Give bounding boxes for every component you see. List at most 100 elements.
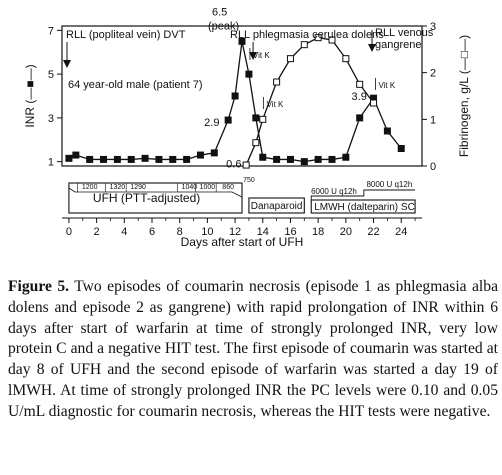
data-point-fibrinogen xyxy=(314,34,322,42)
annotation-layer: 2.9 6.5 (peak) 0.6 3.9 RLL (popliteal vein) D… xyxy=(63,6,434,170)
data-point-fibrinogen xyxy=(300,41,308,49)
lmwh-label: LMWH (dalteparin) SC xyxy=(314,202,415,213)
point-label: (peak) xyxy=(208,20,239,32)
danaparoid-box xyxy=(248,197,305,214)
data-point-inr xyxy=(286,155,294,163)
data-point-inr xyxy=(383,127,391,135)
left-tick-label: 1 xyxy=(48,157,54,169)
data-point-inr xyxy=(238,37,246,45)
annotation-patient: 64 year-old male (patient 7) xyxy=(68,79,203,91)
series-layer xyxy=(65,34,405,169)
data-point-inr xyxy=(100,155,108,163)
left-tick-label: 5 xyxy=(48,69,54,81)
x-tick-label: 0 xyxy=(66,226,72,238)
data-point-fibrinogen xyxy=(328,36,336,44)
x-tick-label: 8 xyxy=(177,226,183,238)
point-label: 6.5 xyxy=(212,6,227,18)
x-axis-title: Days after start of UFH xyxy=(181,235,304,249)
axes: 1 3 5 7 0 1 2 3 INR (—■—) Fibrinogen, g/L (—□—) xyxy=(23,21,471,173)
point-label: 0.6 xyxy=(226,158,241,170)
plot-border xyxy=(61,25,423,167)
data-point-inr xyxy=(169,155,177,163)
data-point-inr xyxy=(273,155,281,163)
x-tick-label: 10 xyxy=(201,226,213,238)
data-point-inr xyxy=(72,151,80,159)
ufh-label: UFH (PTT-adjusted) xyxy=(93,191,200,205)
ufh-dose-line xyxy=(68,187,243,198)
data-point-inr xyxy=(113,155,121,163)
series-line-inr xyxy=(68,41,402,163)
x-tick-label: 14 xyxy=(257,226,269,238)
right-tick-label: 3 xyxy=(430,21,436,33)
ufh-dose-label: 860 xyxy=(222,184,234,191)
ufh-dose-label: 1040 xyxy=(182,184,198,191)
ufh-box xyxy=(68,182,243,214)
x-tick-label: 6 xyxy=(149,226,155,238)
lmwh-dose-line xyxy=(310,189,416,200)
data-point-fibrinogen xyxy=(356,80,364,88)
point-label: 3.9 xyxy=(352,91,367,103)
point-label: 2.9 xyxy=(204,117,219,129)
annotation-vitk: Vit K xyxy=(267,100,284,109)
x-tick-label: 12 xyxy=(229,226,241,238)
left-axis-title: INR (—■—) xyxy=(23,64,37,127)
ufh-dose-label: 1290 xyxy=(130,184,146,191)
lmwh-dose-label: 8000 U q12h xyxy=(366,180,412,189)
right-tick-label: 0 xyxy=(430,161,436,173)
x-tick-label: 2 xyxy=(94,226,100,238)
data-point-inr xyxy=(328,155,336,163)
right-axis-title: Fibrinogen, g/L (—□—) xyxy=(457,35,471,157)
data-point-inr xyxy=(245,70,253,78)
data-point-fibrinogen xyxy=(342,55,350,63)
arrowhead-dvt xyxy=(63,60,71,68)
annotation-phlegmasia: RLL phlegmasia cerulea dolens xyxy=(230,29,384,41)
x-tick-label: 18 xyxy=(312,226,324,238)
data-point-inr xyxy=(342,153,350,161)
annotation-dvt: RLL (popliteal vein) DVT xyxy=(66,29,186,41)
x-tick-label: 24 xyxy=(395,226,407,238)
data-point-inr xyxy=(65,154,73,162)
arrowhead-gangrene xyxy=(368,44,376,52)
x-tick-label: 22 xyxy=(367,226,379,238)
data-point-inr xyxy=(210,149,218,157)
ufh-dose-label: 1320 xyxy=(110,184,126,191)
data-point-fibrinogen xyxy=(370,99,378,107)
data-point-inr xyxy=(224,116,232,124)
data-point-inr xyxy=(252,114,260,122)
lmwh-box xyxy=(310,199,416,214)
data-point-inr xyxy=(196,151,204,159)
data-point-inr xyxy=(231,92,239,100)
x-tick-label: 16 xyxy=(284,226,296,238)
caption-label: Figure 5. xyxy=(8,278,70,295)
data-point-inr xyxy=(86,155,94,163)
data-point-fibrinogen xyxy=(273,78,281,86)
data-point-fibrinogen xyxy=(286,55,294,63)
ufh-dose-label: 1000 xyxy=(200,184,216,191)
ufh-dose-label: 750 xyxy=(243,177,255,184)
data-point-fibrinogen xyxy=(252,139,260,147)
caption-text: Two episodes of coumarin necrosis (episo… xyxy=(8,278,498,420)
data-point-inr xyxy=(141,154,149,162)
x-tick-label: 20 xyxy=(340,226,352,238)
danaparoid-label: Danaparoid xyxy=(251,201,303,212)
data-point-inr xyxy=(300,158,308,166)
data-point-inr xyxy=(397,145,405,152)
data-point-inr xyxy=(155,155,163,163)
data-point-fibrinogen xyxy=(259,115,267,123)
data-point-inr xyxy=(356,114,364,122)
right-tick-label: 1 xyxy=(430,114,436,126)
data-point-fibrinogen xyxy=(242,161,250,169)
annotation-venous: RLL venous xyxy=(375,27,434,39)
data-point-inr xyxy=(127,155,135,163)
annotation-vitk: Vit K xyxy=(378,81,395,90)
x-tick-label: 4 xyxy=(121,226,127,238)
left-tick-label: 3 xyxy=(48,113,54,125)
data-point-inr xyxy=(183,155,191,163)
arrowhead-phlegmasia xyxy=(249,52,258,60)
figure-caption: Figure 5. Two episodes of coumarin necro… xyxy=(8,277,498,423)
right-tick-label: 2 xyxy=(430,68,436,80)
lmwh-dose-label: 6000 U q12h xyxy=(311,187,357,196)
ufh-dose-label: 1200 xyxy=(82,184,98,191)
